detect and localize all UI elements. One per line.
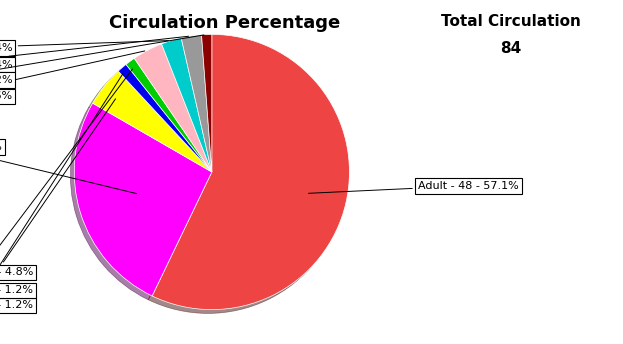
Wedge shape — [161, 38, 212, 172]
Text: Juvenile - 22 - 26.2%: Juvenile - 22 - 26.2% — [0, 142, 137, 194]
Wedge shape — [93, 71, 212, 172]
Text: Adult - 48 - 57.1%: Adult - 48 - 57.1% — [308, 181, 519, 193]
Text: Technical Services - 2 - 2.4%: Technical Services - 2 - 2.4% — [0, 36, 189, 70]
Text: Young Adult - 2 - 2.4%: Young Adult - 2 - 2.4% — [0, 41, 168, 53]
Wedge shape — [74, 103, 212, 296]
Wedge shape — [201, 34, 212, 172]
Wedge shape — [152, 34, 350, 310]
Text: Newly Acquired - 3 - 3.6%: Newly Acquired - 3 - 3.6% — [0, 51, 145, 101]
Text: ILL - 4 - 4.8%: ILL - 4 - 4.8% — [0, 99, 116, 278]
Wedge shape — [118, 64, 212, 172]
Text: Equipment - 1 - 1.2%: Equipment - 1 - 1.2% — [0, 73, 123, 311]
Text: Circulation Percentage: Circulation Percentage — [108, 14, 340, 32]
Wedge shape — [135, 44, 212, 172]
Wedge shape — [181, 35, 212, 172]
Wedge shape — [126, 58, 212, 172]
Text: Headquarters - 1 - 1.2%: Headquarters - 1 - 1.2% — [0, 69, 133, 295]
Text: Total Circulation
84: Total Circulation 84 — [441, 14, 581, 56]
Text: School Bin Books - 1 - 1.2%: School Bin Books - 1 - 1.2% — [0, 35, 204, 85]
